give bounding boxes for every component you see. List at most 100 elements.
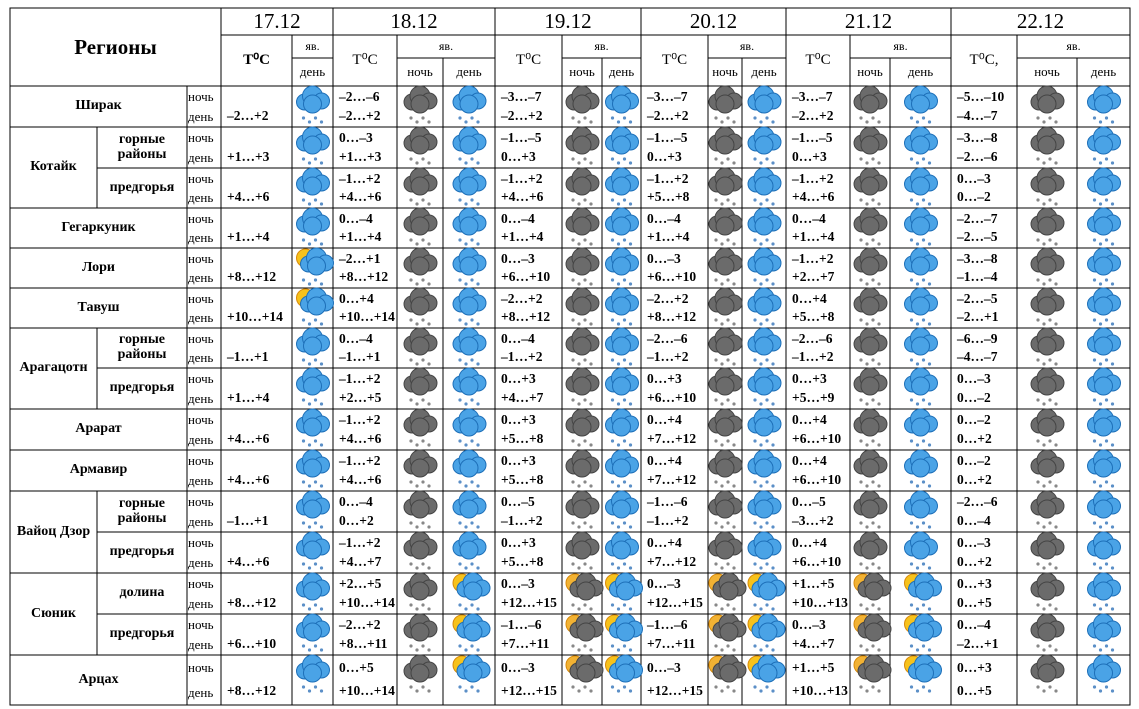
weather-icon (452, 408, 487, 437)
precip (726, 116, 730, 120)
precip (476, 566, 480, 570)
precip (571, 439, 575, 443)
precip (714, 238, 718, 242)
cloud-part (911, 417, 930, 437)
precip (865, 282, 869, 286)
day-temp: +10…+14 (339, 308, 395, 324)
precip (1054, 120, 1058, 124)
precip (1048, 238, 1052, 242)
weather-icon (1087, 531, 1121, 560)
cloud-part (410, 499, 430, 519)
row-day-label: день (188, 595, 214, 611)
precip (771, 607, 775, 611)
precip (458, 318, 462, 322)
precip (1036, 157, 1040, 161)
weather-icon (1030, 85, 1065, 114)
precip (583, 644, 587, 648)
precip (409, 603, 413, 607)
row-day-label: день (188, 350, 214, 366)
precip (921, 521, 926, 525)
precip (616, 120, 621, 124)
precip (577, 648, 581, 652)
weather-icon (1087, 449, 1121, 478)
weather-icon (857, 613, 892, 642)
precip (470, 603, 474, 607)
cloud-part (572, 499, 592, 519)
cloud-part (612, 376, 631, 396)
cloud-part (303, 376, 322, 396)
night-temp: 0…–4 (501, 210, 535, 226)
precip (915, 402, 920, 406)
weather-icon (1087, 247, 1121, 276)
precip (859, 398, 863, 402)
precip (571, 157, 575, 161)
day-temp: –4…–7 (957, 348, 998, 364)
precip (771, 242, 775, 246)
precip (859, 198, 863, 202)
precip (732, 443, 736, 447)
weather-icon (452, 207, 487, 236)
precip (927, 402, 932, 406)
night-temp: –3…–7 (647, 89, 688, 105)
precip (313, 439, 318, 443)
phenomenon-header: яв. (438, 39, 454, 54)
weather-icon (565, 490, 600, 519)
cloud-part (1094, 296, 1113, 316)
precip (1042, 322, 1046, 326)
day-temp: +4…+6 (339, 430, 382, 446)
day-temp: 0…+3 (792, 148, 827, 164)
precip (616, 689, 621, 693)
precip (927, 607, 932, 611)
night-temp: 0…+3 (647, 371, 682, 387)
precip (915, 322, 920, 326)
night-temp: –1…+2 (339, 453, 381, 469)
precip (301, 116, 306, 120)
cloud-part (303, 581, 322, 601)
precip (319, 120, 324, 124)
precip (877, 484, 881, 488)
precip (415, 362, 419, 366)
precip (589, 443, 593, 447)
precip (464, 566, 468, 570)
precip (464, 443, 468, 447)
weather-icon (403, 613, 438, 642)
day-temp: –1…+2 (792, 348, 834, 364)
precip (915, 607, 920, 611)
precip (464, 648, 468, 652)
cloud-part (911, 376, 930, 396)
precip (759, 402, 763, 406)
night-temp: –2…–6 (647, 330, 688, 346)
night-temp: –1…–6 (647, 494, 688, 510)
cloud-part (754, 458, 774, 478)
precip (1054, 282, 1058, 286)
night-temp: 0…+3 (501, 371, 536, 387)
cloud-part (410, 622, 430, 642)
precip (628, 322, 633, 326)
weather-icon (452, 167, 487, 196)
precip (421, 562, 425, 566)
precip (458, 398, 462, 402)
precip (726, 603, 730, 607)
precip (915, 484, 920, 488)
precip (865, 443, 869, 447)
precip (313, 398, 318, 402)
day-temp: +4…+6 (227, 430, 270, 446)
night-temp: +1…+5 (792, 576, 835, 592)
precip (470, 521, 474, 525)
weather-icon (904, 531, 938, 560)
row-day-label: день (188, 554, 214, 570)
night-temp: 0…–4 (647, 210, 681, 226)
cloud-part (616, 663, 635, 683)
row-night-label: ночь (188, 290, 214, 306)
cloud-part (715, 540, 735, 560)
precip (927, 566, 932, 570)
precip (732, 689, 736, 693)
precip (765, 198, 769, 202)
precip (714, 318, 718, 322)
night-temp: –1…+2 (792, 250, 834, 266)
night-temp: –1…+2 (339, 412, 381, 428)
precip (589, 161, 593, 165)
cloud-part (463, 663, 483, 683)
weather-icon (569, 572, 604, 601)
